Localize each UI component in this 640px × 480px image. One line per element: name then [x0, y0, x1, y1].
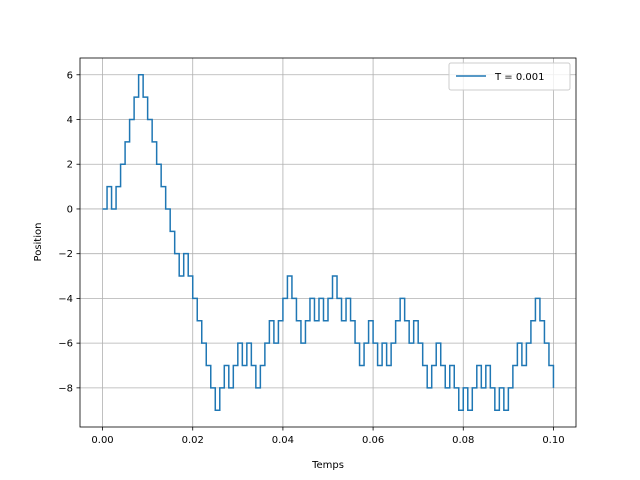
y-axis: −8 −6 −4 −2 0 2 4 6	[58, 70, 80, 394]
series-layer	[102, 74, 555, 411]
y-tick-label: 2	[67, 160, 73, 171]
plot-frame	[79, 57, 577, 428]
x-tick-label: 0.02	[182, 435, 204, 446]
x-axis: 0.00 0.02 0.04 0.06 0.08 0.10	[91, 427, 565, 446]
y-tick-label: −6	[58, 339, 73, 350]
x-tick-label: 0.04	[272, 435, 294, 446]
y-tick-label: 6	[67, 70, 73, 81]
legend-box	[448, 62, 571, 91]
y-tick-label: 4	[67, 115, 73, 126]
y-tick-label: −2	[58, 249, 73, 260]
x-tick-label: 0.00	[91, 435, 113, 446]
x-tick-label: 0.10	[542, 435, 564, 446]
legend: T = 0.001	[448, 62, 571, 91]
y-tick-label: −8	[58, 383, 73, 394]
grid	[80, 58, 576, 427]
y-tick-label: 0	[67, 204, 73, 215]
x-tick-label: 0.08	[452, 435, 474, 446]
x-tick-label: 0.06	[362, 435, 384, 446]
y-tick-label: −4	[58, 294, 73, 305]
x-axis-label: Temps	[311, 460, 344, 471]
y-axis-label: Position	[33, 223, 44, 262]
legend-label: T = 0.001	[494, 72, 544, 83]
series-line	[102, 74, 555, 411]
